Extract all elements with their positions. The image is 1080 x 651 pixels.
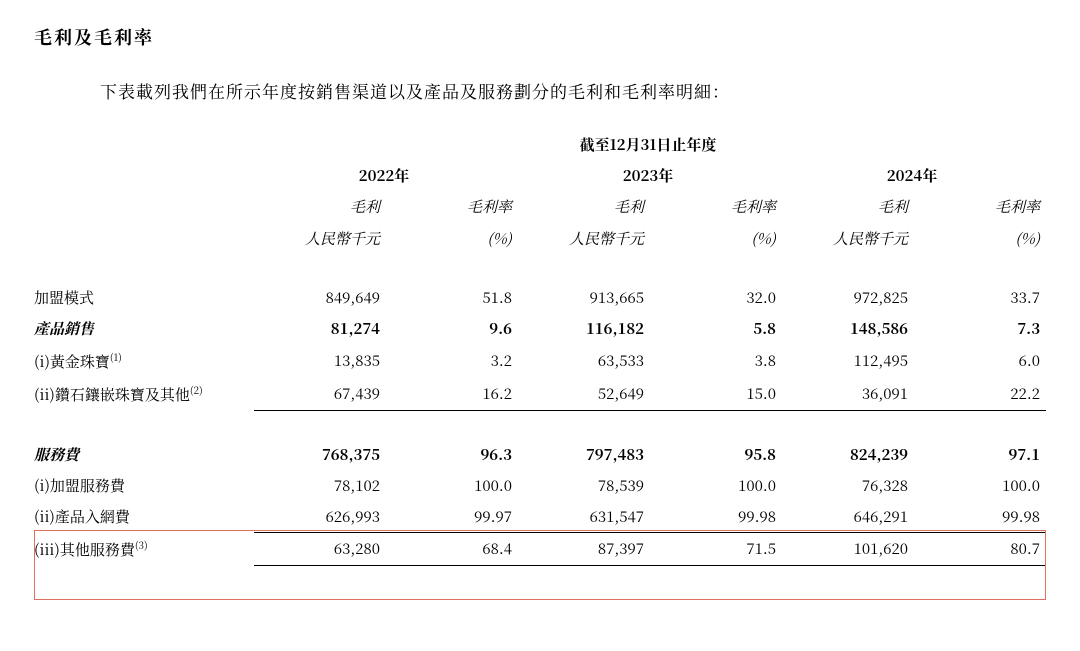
cell: 97.1 [914,439,1046,470]
super-header: 截至12月31日止年度 [254,129,1046,157]
cell: 148,586 [782,313,914,344]
cell: 81,274 [254,313,386,344]
unit-margin-3: (%) [914,222,1046,254]
cell: 32.0 [650,282,782,313]
row-diamond-jewelry: (ii)鑽石鑲嵌珠寶及其他(2) 67,439 16.2 52,649 15.0… [34,377,1046,410]
row-product-sales: 產品銷售 81,274 9.6 116,182 5.8 148,586 7.3 [34,313,1046,344]
label-diamond: (ii)鑽石鑲嵌珠寶及其他(2) [34,377,254,410]
label-product-sales: 產品銷售 [34,313,254,344]
cell: 51.8 [386,282,518,313]
col-profit-2: 毛利 [518,190,650,222]
cell: 71.5 [650,532,782,565]
cell: 33.7 [914,282,1046,313]
gross-profit-table: 截至12月31日止年度 2022年 2023年 2024年 毛利 毛利率 毛利 … [34,129,1046,566]
unit-header-row: 人民幣千元 (%) 人民幣千元 (%) 人民幣千元 (%) [34,222,1046,254]
label-service-fee: 服務費 [34,439,254,470]
cell: 116,182 [518,313,650,344]
cell: 849,649 [254,282,386,313]
cell: 36,091 [782,377,914,410]
cell: 76,328 [782,470,914,501]
cell: 6.0 [914,344,1046,377]
row-franchise-fee: (i)加盟服務費 78,102 100.0 78,539 100.0 76,32… [34,470,1046,501]
cell: 78,102 [254,470,386,501]
unit-profit-3: 人民幣千元 [782,222,914,254]
year-2023: 2023年 [518,157,782,190]
cell: 95.8 [650,439,782,470]
cell: 16.2 [386,377,518,410]
cell: 9.6 [386,313,518,344]
spacer-row [34,410,1046,439]
unit-profit-1: 人民幣千元 [254,222,386,254]
label-network-fee: (ii)產品入網費 [34,501,254,533]
row-other-fee: (iii)其他服務費(3) 63,280 68.4 87,397 71.5 10… [34,532,1046,565]
cell: 96.3 [386,439,518,470]
cell: 101,620 [782,532,914,565]
cell: 913,665 [518,282,650,313]
row-franchise-model: 加盟模式 849,649 51.8 913,665 32.0 972,825 3… [34,282,1046,313]
unit-profit-2: 人民幣千元 [518,222,650,254]
super-header-row: 截至12月31日止年度 [34,129,1046,157]
label-franchise: 加盟模式 [34,282,254,313]
cell: 3.8 [650,344,782,377]
cell: 87,397 [518,532,650,565]
cell: 626,993 [254,501,386,533]
cell: 63,280 [254,532,386,565]
cell: 100.0 [650,470,782,501]
col-margin-2: 毛利率 [650,190,782,222]
cell: 5.8 [650,313,782,344]
cell: 13,835 [254,344,386,377]
cell: 631,547 [518,501,650,533]
section-title: 毛利及毛利率 [34,24,1046,50]
row-service-fee: 服務費 768,375 96.3 797,483 95.8 824,239 97… [34,439,1046,470]
row-gold-jewelry: (i)黃金珠寶(1) 13,835 3.2 63,533 3.8 112,495… [34,344,1046,377]
cell: 80.7 [914,532,1046,565]
cell: 100.0 [914,470,1046,501]
year-header-row: 2022年 2023年 2024年 [34,157,1046,190]
row-network-fee: (ii)產品入網費 626,993 99.97 631,547 99.98 64… [34,501,1046,533]
label-other-fee: (iii)其他服務費(3) [34,532,254,565]
cell: 824,239 [782,439,914,470]
cell: 22.2 [914,377,1046,410]
unit-margin-1: (%) [386,222,518,254]
cell: 52,649 [518,377,650,410]
cell: 99.98 [650,501,782,533]
year-2022: 2022年 [254,157,518,190]
cell: 63,533 [518,344,650,377]
metric-header-row: 毛利 毛利率 毛利 毛利率 毛利 毛利率 [34,190,1046,222]
cell: 15.0 [650,377,782,410]
cell: 68.4 [386,532,518,565]
cell: 100.0 [386,470,518,501]
col-margin-3: 毛利率 [914,190,1046,222]
unit-margin-2: (%) [650,222,782,254]
year-2024: 2024年 [782,157,1046,190]
intro-paragraph: 下表載列我們在所示年度按銷售渠道以及產品及服務劃分的毛利和毛利率明細： [100,78,1046,103]
cell: 7.3 [914,313,1046,344]
label-franchise-fee: (i)加盟服務費 [34,470,254,501]
label-gold: (i)黃金珠寶(1) [34,344,254,377]
cell: 768,375 [254,439,386,470]
cell: 78,539 [518,470,650,501]
col-margin-1: 毛利率 [386,190,518,222]
cell: 67,439 [254,377,386,410]
cell: 99.98 [914,501,1046,533]
cell: 99.97 [386,501,518,533]
cell: 3.2 [386,344,518,377]
col-profit-3: 毛利 [782,190,914,222]
cell: 797,483 [518,439,650,470]
spacer-row [34,254,1046,282]
document-page: 毛利及毛利率 下表載列我們在所示年度按銷售渠道以及產品及服務劃分的毛利和毛利率明… [0,0,1080,586]
cell: 112,495 [782,344,914,377]
col-profit-1: 毛利 [254,190,386,222]
cell: 972,825 [782,282,914,313]
cell: 646,291 [782,501,914,533]
